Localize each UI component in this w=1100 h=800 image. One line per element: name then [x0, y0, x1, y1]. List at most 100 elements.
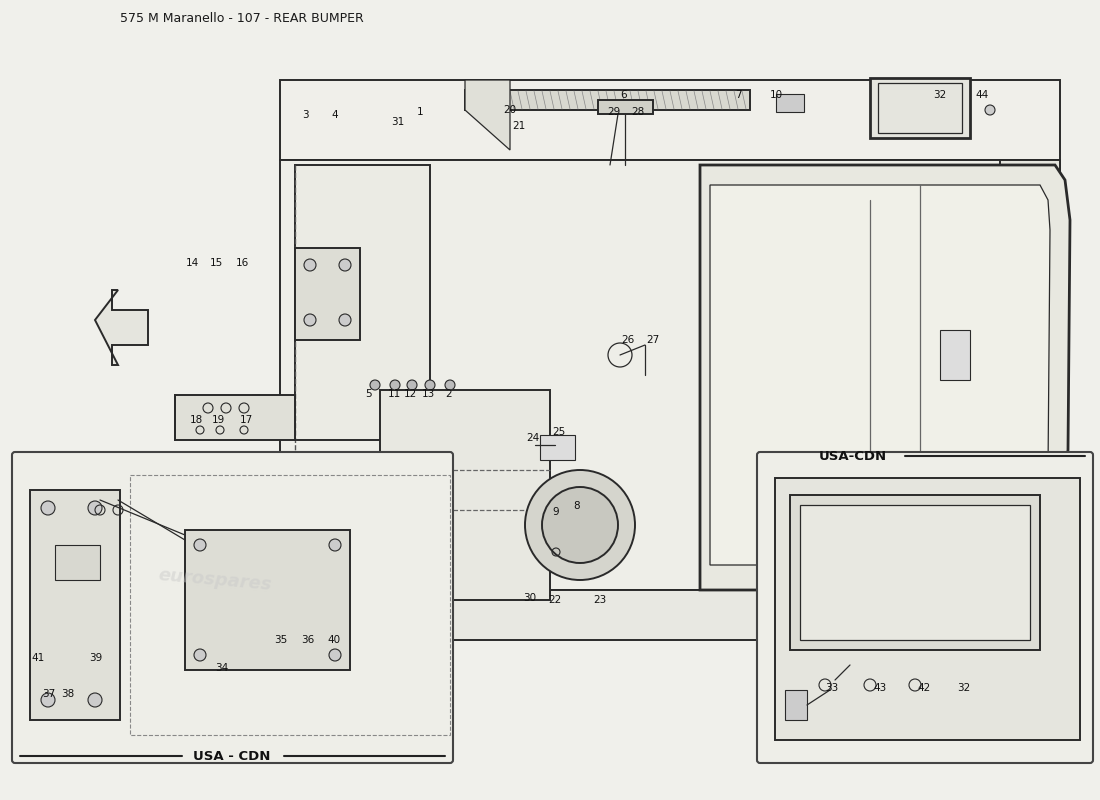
Text: 28: 28: [631, 107, 645, 117]
Text: 575 M Maranello - 107 - REAR BUMPER: 575 M Maranello - 107 - REAR BUMPER: [120, 11, 364, 25]
Polygon shape: [379, 580, 420, 640]
Text: 1: 1: [417, 107, 424, 117]
Text: 34: 34: [216, 663, 229, 673]
Bar: [790, 495, 1040, 650]
Text: 32: 32: [957, 683, 970, 693]
Text: 42: 42: [917, 683, 931, 693]
Circle shape: [339, 259, 351, 271]
Text: 35: 35: [274, 635, 287, 645]
Text: 9: 9: [552, 507, 559, 517]
Circle shape: [339, 314, 351, 326]
Text: 14: 14: [186, 258, 199, 268]
Text: USA-CDN: USA-CDN: [818, 450, 887, 462]
Circle shape: [304, 259, 316, 271]
Bar: [556, 558, 576, 570]
Text: 22: 22: [549, 595, 562, 605]
Bar: [540, 435, 575, 460]
Text: USA - CDN: USA - CDN: [194, 750, 271, 762]
Text: 7: 7: [735, 90, 741, 100]
Text: 4: 4: [332, 110, 339, 120]
Bar: [870, 78, 970, 138]
Text: 17: 17: [240, 415, 253, 425]
Text: 44: 44: [976, 90, 989, 100]
Polygon shape: [1000, 160, 1060, 590]
Polygon shape: [280, 80, 1060, 160]
Text: 8: 8: [574, 501, 581, 511]
Circle shape: [88, 693, 102, 707]
Circle shape: [446, 380, 455, 390]
Text: eurospares: eurospares: [312, 237, 507, 283]
Text: 40: 40: [328, 635, 341, 645]
Text: eurospares: eurospares: [157, 566, 273, 594]
Text: 16: 16: [235, 258, 249, 268]
Text: 41: 41: [32, 653, 45, 663]
Text: 36: 36: [301, 635, 315, 645]
FancyBboxPatch shape: [757, 452, 1093, 763]
Polygon shape: [379, 390, 550, 600]
Circle shape: [370, 380, 379, 390]
Polygon shape: [95, 290, 148, 365]
Bar: [598, 100, 653, 114]
Text: 11: 11: [387, 389, 400, 399]
Polygon shape: [295, 165, 430, 440]
Polygon shape: [776, 478, 1080, 740]
Circle shape: [304, 314, 316, 326]
Text: 15: 15: [209, 258, 222, 268]
Polygon shape: [175, 395, 295, 440]
Polygon shape: [30, 490, 120, 720]
Bar: [776, 94, 804, 112]
Polygon shape: [185, 530, 350, 670]
Text: 26: 26: [621, 335, 635, 345]
Text: 6: 6: [620, 90, 627, 100]
Bar: [878, 83, 962, 133]
Bar: [785, 690, 807, 720]
Circle shape: [984, 105, 996, 115]
Circle shape: [407, 380, 417, 390]
Polygon shape: [710, 185, 1050, 565]
Circle shape: [329, 649, 341, 661]
Polygon shape: [280, 590, 1060, 640]
Text: 38: 38: [62, 689, 75, 699]
Bar: [55, 545, 100, 580]
Circle shape: [88, 501, 102, 515]
Text: 2: 2: [446, 389, 452, 399]
Circle shape: [425, 380, 435, 390]
Circle shape: [329, 539, 341, 551]
Text: eurospares: eurospares: [692, 238, 869, 282]
Text: 39: 39: [89, 653, 102, 663]
Text: 18: 18: [189, 415, 202, 425]
Bar: [940, 330, 970, 380]
Text: 33: 33: [825, 683, 838, 693]
Text: eurospares: eurospares: [822, 578, 918, 602]
Text: 12: 12: [404, 389, 417, 399]
Text: 31: 31: [392, 117, 405, 127]
Polygon shape: [465, 90, 750, 110]
Text: 5: 5: [365, 389, 372, 399]
Circle shape: [194, 539, 206, 551]
Text: 13: 13: [421, 389, 434, 399]
FancyBboxPatch shape: [12, 452, 453, 763]
Text: 37: 37: [43, 689, 56, 699]
Text: 10: 10: [769, 90, 782, 100]
Circle shape: [194, 649, 206, 661]
Text: 21: 21: [513, 121, 526, 131]
Text: 30: 30: [524, 593, 537, 603]
Circle shape: [390, 380, 400, 390]
Bar: [800, 505, 1030, 640]
Text: 25: 25: [552, 427, 565, 437]
Text: 43: 43: [873, 683, 887, 693]
Text: 23: 23: [593, 595, 606, 605]
Circle shape: [525, 470, 635, 580]
Text: 29: 29: [607, 107, 620, 117]
Circle shape: [542, 487, 618, 563]
Circle shape: [41, 693, 55, 707]
Text: 19: 19: [211, 415, 224, 425]
Text: 32: 32: [934, 90, 947, 100]
Circle shape: [41, 501, 55, 515]
Polygon shape: [700, 165, 1070, 590]
Polygon shape: [295, 248, 360, 340]
Text: 27: 27: [647, 335, 660, 345]
Text: 3: 3: [301, 110, 308, 120]
Text: 20: 20: [504, 105, 517, 115]
Polygon shape: [280, 160, 1060, 590]
